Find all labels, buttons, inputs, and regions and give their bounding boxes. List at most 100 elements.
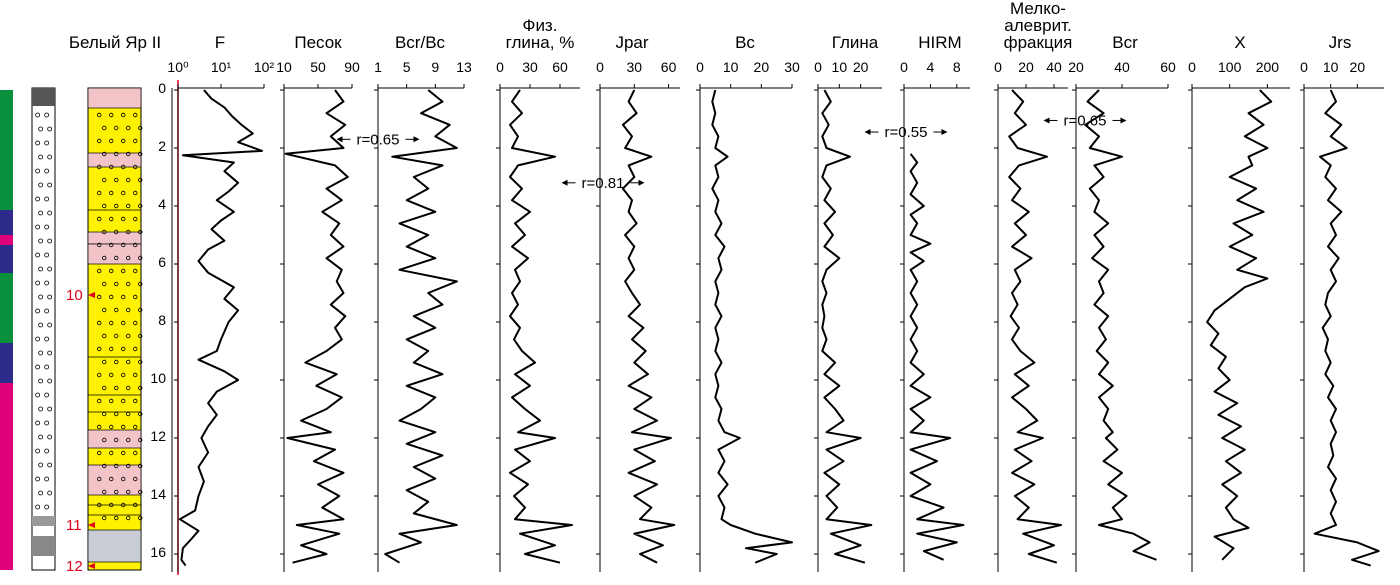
series-line-Bc [711, 89, 793, 564]
litho-dot [138, 333, 143, 339]
litho-dot [102, 125, 107, 131]
polarity-column [0, 90, 13, 570]
panel-title: Bcr/Bc [395, 33, 446, 52]
series-line-clay [821, 89, 873, 564]
grey-layer [87, 529, 142, 563]
correlation-annotation: r=0.81 [561, 175, 645, 192]
litho-dot [97, 242, 102, 248]
series-line-Bcr_Bc [384, 89, 458, 564]
grain-dot [47, 266, 53, 272]
grain-dot [44, 168, 50, 174]
litho-dot [121, 450, 126, 456]
dark-layer [32, 536, 55, 556]
grain-dot [47, 322, 53, 328]
x-tick-label: 10 [276, 59, 292, 75]
x-tick-label: 0 [596, 59, 604, 75]
series-line-F [178, 89, 263, 567]
x-tick-label: 100 [1218, 59, 1242, 75]
litho-dot [133, 372, 138, 378]
litho-dot [138, 229, 143, 235]
depth-ticks: 0 2 4 6 8 10 12 14 16 [150, 80, 166, 560]
litho-dot [97, 216, 102, 222]
litho-dot [133, 450, 138, 456]
grain-dot [47, 350, 53, 356]
correlation-label: r=0.65 [1064, 112, 1107, 129]
series-line-Jpar [621, 89, 676, 564]
litho-dot [102, 151, 107, 157]
litho-dot [114, 177, 119, 183]
series-line-sand [284, 89, 349, 564]
panel-title: Песок [294, 33, 342, 52]
grain-dot [35, 420, 41, 426]
grain-dot [35, 168, 41, 174]
sample-mark-11: 11 [66, 517, 82, 534]
litho-dot [138, 463, 143, 469]
grain-dot [47, 238, 53, 244]
litho-dot [121, 138, 126, 144]
panel-clay: Глина 0 10 20 [814, 33, 882, 572]
grain-dot [44, 504, 50, 510]
litho-dot [126, 255, 131, 261]
litho-dot [121, 476, 126, 482]
litho-dot [102, 489, 107, 495]
x-tick-label: 0 [1188, 59, 1196, 75]
depth-tick-label: 12 [150, 428, 166, 444]
x-tick-label: 60 [1160, 59, 1176, 75]
grain-dot [47, 210, 53, 216]
litho-dot [126, 333, 131, 339]
litho-dot [109, 372, 114, 378]
litho-dot [114, 307, 119, 313]
x-tick-label: 30 [784, 59, 800, 75]
pink-layer [87, 87, 142, 109]
litho-dot [102, 515, 107, 521]
litho-dot [109, 268, 114, 274]
depth-tick-label: 6 [158, 254, 166, 270]
x-tick-label: 1 [374, 59, 382, 75]
x-tick-label: 40 [1114, 59, 1130, 75]
series-line-phys_clay [509, 89, 573, 564]
grain-dot [35, 196, 41, 202]
litho-dot [102, 203, 107, 209]
correlation-annotation: r=0.55 [864, 124, 948, 141]
panel-title: X [1234, 33, 1245, 52]
grain-dot [35, 280, 41, 286]
panel-HIRM: HIRM 0 4 8 [900, 33, 970, 572]
series-line-Bcr [1084, 89, 1157, 561]
litho-dot [126, 307, 131, 313]
x-tick-label: 50 [310, 59, 326, 75]
litho-dot [126, 515, 131, 521]
panel-Bc: Bc 0 10 20 30 [696, 33, 800, 572]
depth-tick-label: 14 [150, 486, 166, 502]
soil-cap [32, 88, 55, 106]
x-tick-label: 30 [522, 59, 538, 75]
grain-dot [44, 336, 50, 342]
litho-dot [133, 164, 138, 170]
litho-dot [138, 177, 143, 183]
litho-dot [133, 294, 138, 300]
x-tick-label: 20 [853, 59, 869, 75]
x-tick-label: 10¹ [211, 59, 232, 75]
litho-dot [121, 190, 126, 196]
grain-dot [44, 224, 50, 230]
x-tick-label: 60 [552, 59, 568, 75]
panel-title: Мелко- [1010, 0, 1066, 18]
correlation-arrowhead [638, 179, 645, 186]
litho-dot [126, 385, 131, 391]
litho-dot [121, 242, 126, 248]
grain-dot [35, 308, 41, 314]
x-tick-label: 10⁰ [167, 59, 189, 75]
litho-dot [102, 177, 107, 183]
panel-phys_clay: Физ.глина, %0 30 60 [496, 16, 580, 572]
x-tick-label: 40 [1046, 59, 1062, 75]
series-line-fine_silt [1008, 89, 1062, 564]
correlation-arrowhead [864, 129, 871, 136]
polarity-blue-1 [0, 210, 13, 235]
litho-dot [102, 437, 107, 443]
panel-F: F 10⁰ 10¹ 10² [167, 33, 274, 572]
litho-dot [138, 151, 143, 157]
litho-dot [114, 515, 119, 521]
panel-Jrs: Jrs 0 10 20 [1300, 33, 1384, 572]
litho-dot [133, 398, 138, 404]
